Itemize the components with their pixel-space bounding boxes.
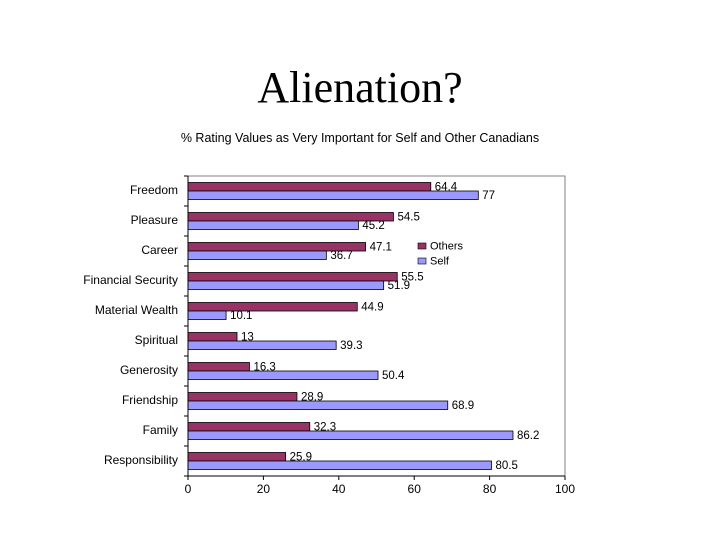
category-label: Responsibility (104, 453, 178, 467)
data-label: 54.5 (397, 212, 419, 224)
category-label: Material Wealth (95, 303, 178, 317)
x-tick-label: 40 (332, 482, 346, 496)
data-label: 36.7 (330, 250, 352, 262)
x-tick-label: 80 (483, 482, 497, 496)
data-label: 44.9 (361, 302, 383, 314)
category-label: Friendship (122, 393, 178, 407)
bar-others (187, 362, 250, 372)
bar-self (187, 280, 385, 290)
legend-label-self: Self (430, 256, 450, 268)
bar-self (187, 310, 227, 320)
category-label: Career (141, 243, 178, 257)
slide-title: Alienation? (257, 63, 463, 112)
data-label: 50.4 (382, 370, 405, 382)
bar-others (187, 332, 238, 342)
legend: Others Self (417, 241, 464, 268)
bar-others (187, 182, 432, 192)
category-label: Freedom (130, 183, 178, 197)
data-label: 28.9 (301, 392, 323, 404)
data-label: 86.2 (517, 430, 539, 442)
bar-self (187, 220, 359, 230)
data-label: 64.4 (435, 182, 458, 194)
legend-swatch-others (417, 242, 427, 250)
data-label: 47.1 (370, 242, 392, 254)
category-label: Generosity (120, 363, 178, 377)
data-label: 55.5 (401, 272, 423, 284)
bar-others (187, 452, 287, 462)
x-tick-label: 60 (408, 482, 422, 496)
data-label: 10.1 (230, 310, 252, 322)
data-label: 51.9 (388, 280, 410, 292)
data-label: 39.3 (340, 340, 362, 352)
bar-self (187, 250, 327, 260)
data-label: 77 (482, 190, 495, 202)
bar-self (187, 430, 514, 440)
data-label: 16.3 (253, 362, 275, 374)
data-label: 45.2 (362, 220, 384, 232)
bar-others (187, 392, 298, 402)
category-label: Family (143, 423, 178, 437)
bar-others (187, 272, 398, 282)
x-tick-label: 20 (257, 482, 271, 496)
x-tick-label: 100 (555, 482, 575, 496)
bar-others (187, 302, 358, 312)
data-label: 32.3 (314, 422, 336, 434)
bar-self (187, 340, 337, 350)
category-label: Pleasure (131, 213, 179, 227)
bar-others (187, 422, 311, 432)
category-label: Spiritual (135, 333, 178, 347)
legend-label-others: Others (430, 241, 464, 253)
data-label: 13 (241, 332, 254, 344)
legend-swatch-self (417, 257, 427, 265)
chart-title: % Rating Values as Very Important for Se… (181, 131, 539, 145)
category-label: Financial Security (83, 273, 178, 287)
data-label: 25.9 (290, 452, 312, 464)
data-label: 68.9 (452, 400, 474, 412)
x-tick-label: 0 (185, 482, 192, 496)
data-label: 80.5 (495, 460, 517, 472)
bar-self (187, 460, 492, 470)
bar-self (187, 370, 379, 380)
